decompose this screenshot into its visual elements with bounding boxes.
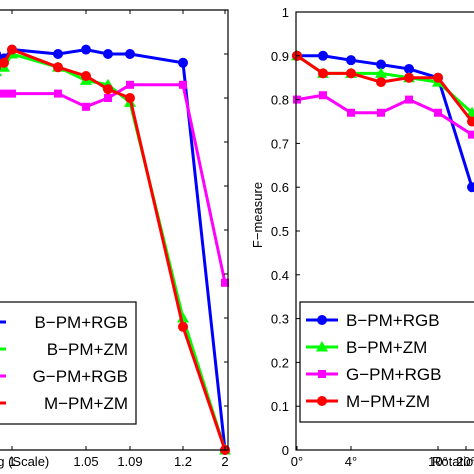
- legend-marker-right: [317, 315, 327, 325]
- y-tick-label-right: 1: [282, 5, 289, 20]
- x-tick-label-left: 1: [8, 454, 15, 469]
- legend-entry-right: M−PM+ZM: [346, 392, 430, 411]
- data-point-right-2: [405, 95, 413, 104]
- data-point-right-2: [319, 91, 327, 100]
- x-tick-label-right: 0°: [291, 454, 303, 469]
- legend-entry-right: B−PM+ZM: [346, 338, 427, 357]
- chart-left-scale: 1 1.05 1.09 1.2 2 B−PM+RGB B−PM+ZM G−PM+RGB M−P…: [0, 9, 231, 469]
- data-point-left-0: [53, 49, 63, 59]
- y-tick-label-right: 0.8: [271, 93, 289, 108]
- y-tick-label-right: 0.1: [271, 399, 289, 414]
- data-point-right-3: [404, 72, 414, 83]
- data-point-left-0: [81, 44, 91, 55]
- data-point-left-0: [125, 49, 135, 59]
- x-tick-label-left: 1.2: [174, 454, 192, 469]
- data-point-left-3: [0, 57, 9, 68]
- legend-right: B−PM+RGB B−PM+ZM G−PM+RGB M−PM+ZM: [299, 301, 474, 423]
- data-point-left-0: [103, 49, 113, 59]
- y-tick-label-right: 0.5: [271, 224, 289, 239]
- y-tick-label-right: 0.2: [271, 355, 289, 370]
- data-point-right-2: [468, 130, 474, 139]
- legend-marker-right: [316, 341, 328, 352]
- y-tick-label-right: 0.7: [271, 136, 289, 151]
- data-point-left-2: [0, 89, 8, 98]
- data-point-left-2: [8, 89, 16, 98]
- data-point-left-3: [125, 93, 135, 103]
- data-point-left-3: [7, 44, 17, 55]
- data-point-right-3: [346, 68, 356, 79]
- y-tick-label-right: 0.3: [271, 312, 289, 327]
- data-point-left-3: [178, 321, 188, 332]
- chart-right-rotation: 00.10.20.30.40.50.60.70.80.910° 4° 10° 20° …: [250, 5, 474, 469]
- data-point-left-2: [221, 278, 229, 287]
- x-tick-label-left: 2: [221, 454, 228, 469]
- data-point-left-1: [0, 72, 2, 77]
- y-tick-label-right: 0.9: [271, 49, 289, 64]
- data-point-right-3: [376, 77, 386, 88]
- data-point-right-3: [433, 72, 443, 83]
- x-tick-label-left: 1.09: [117, 454, 142, 469]
- data-point-left-2: [82, 102, 90, 111]
- legend-entry-right: G−PM+RGB: [346, 365, 441, 384]
- x-tick-label-right: 20°: [456, 454, 474, 469]
- legend-entry-left: B−PM+RGB: [34, 313, 128, 332]
- series-line-left-2: [0, 83, 227, 284]
- data-point-left-2: [54, 89, 62, 98]
- data-point-left-2: [104, 94, 112, 102]
- legend-marker-right: [317, 396, 327, 406]
- data-point-left-2: [179, 80, 187, 89]
- data-point-right-2: [347, 108, 355, 117]
- x-axis-label-right: Rotation: [432, 454, 474, 469]
- y-tick-label-right: 0: [282, 443, 289, 458]
- legend-entry-left: B−PM+ZM: [47, 340, 128, 359]
- x-tick-label-left: 1.05: [73, 454, 98, 469]
- legend-entry-left: M−PM+ZM: [44, 394, 128, 413]
- data-point-right-0: [467, 182, 474, 193]
- data-point-left-0: [178, 57, 188, 68]
- x-tick-label-right: 4°: [345, 454, 357, 469]
- data-point-left-3: [81, 71, 91, 81]
- data-point-right-0: [346, 55, 356, 66]
- data-point-right-3: [467, 116, 474, 127]
- y-tick-label-right: 0.4: [271, 268, 289, 283]
- data-point-left-2: [126, 80, 134, 89]
- x-tick-label-right: 10°: [428, 454, 448, 469]
- y-tick-label-right: 0.6: [271, 180, 289, 195]
- legend-marker-right: [318, 370, 326, 378]
- data-point-right-2: [434, 108, 442, 117]
- data-point-right-1: [375, 67, 387, 78]
- data-point-left-3: [53, 62, 63, 73]
- legend-entry-left: G−PM+RGB: [33, 367, 128, 386]
- x-axis-label-left: ng (Scale): [0, 454, 49, 469]
- data-point-right-0: [318, 50, 328, 61]
- data-point-right-2: [377, 108, 385, 117]
- legend-entry-right: B−PM+RGB: [346, 311, 440, 330]
- data-point-right-3: [318, 68, 328, 79]
- legend-left: B−PM+RGB B−PM+ZM G−PM+RGB M−PM+ZM: [0, 301, 137, 425]
- y-axis-label-right: F−measure: [250, 182, 265, 248]
- data-point-left-3: [103, 84, 113, 95]
